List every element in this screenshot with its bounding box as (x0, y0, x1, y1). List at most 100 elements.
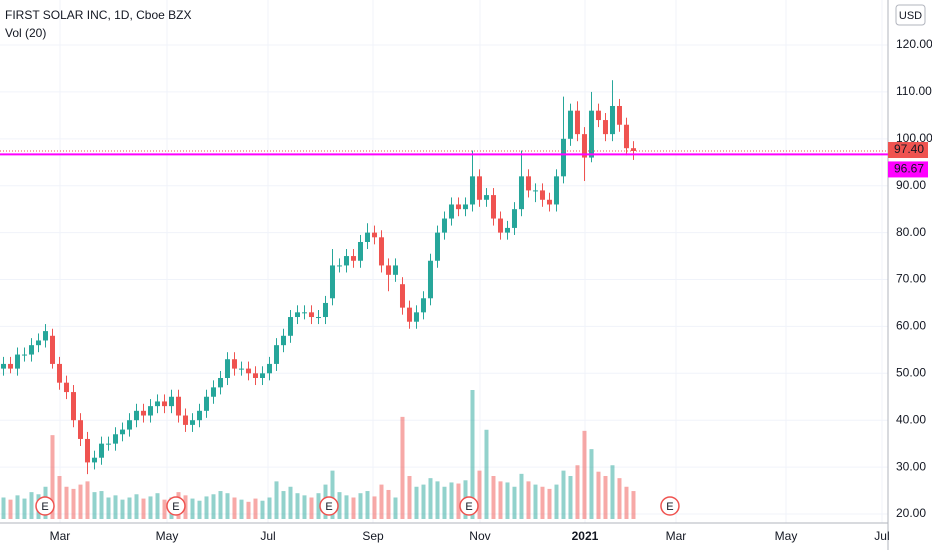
volume-bar (470, 390, 475, 519)
candle-body (406, 307, 412, 322)
candle-body (315, 317, 321, 319)
volume-bar (568, 476, 573, 519)
volume-bar (78, 484, 83, 519)
candle-body (546, 199, 552, 205)
earnings-marker (166, 496, 186, 516)
candle-body (378, 237, 384, 266)
candle-body (434, 232, 440, 261)
volume-bar (127, 497, 132, 519)
volume-bar (57, 476, 62, 519)
candle-body (14, 354, 20, 369)
candle-body (119, 429, 125, 435)
x-tick-label: Mar (50, 529, 71, 543)
volume-bar (302, 495, 307, 519)
candle-body (252, 373, 258, 378)
candle-body (539, 190, 545, 200)
candle-body (0, 363, 6, 369)
candle-body (280, 335, 286, 346)
candle-body (588, 110, 594, 158)
candle-body (238, 368, 244, 370)
earnings-marker (319, 496, 339, 516)
y-tick-label: 110.00 (896, 84, 932, 98)
volume-bar (603, 476, 608, 519)
volume-bar (218, 491, 223, 519)
x-tick-label: 2021 (572, 529, 599, 543)
volume-bar (155, 493, 160, 519)
candle-body (553, 176, 559, 205)
candle-body (441, 218, 447, 233)
currency-box[interactable] (895, 4, 926, 26)
candle-body (602, 120, 608, 135)
candle-body (21, 354, 27, 356)
volume-bar (561, 470, 566, 519)
candle-body (630, 148, 636, 152)
candle-body (224, 359, 230, 378)
candle-body (56, 363, 62, 383)
volume-bar (22, 498, 27, 519)
volume-bar (260, 500, 265, 519)
volume-bar (162, 499, 167, 519)
volume-bar (400, 416, 405, 519)
volume-bar (365, 491, 370, 519)
volume-bar (484, 429, 489, 519)
candle-body (525, 176, 531, 191)
candle-body (336, 265, 342, 267)
candle-body (7, 363, 13, 369)
y-tick-label: 70.00 (896, 272, 926, 286)
grid (0, 0, 888, 523)
volume-bar (190, 498, 195, 519)
volume-bar (554, 484, 559, 519)
volume-bar (253, 498, 258, 519)
volume-bar (358, 493, 363, 519)
candle-body (483, 195, 489, 200)
candle-body (322, 302, 328, 318)
volume-bar (134, 494, 139, 519)
volume-bar (407, 476, 412, 519)
candle-body (595, 110, 601, 121)
candle-body (469, 176, 475, 205)
line-price-box (888, 161, 928, 178)
candle-body (231, 359, 237, 369)
volume-bar (246, 501, 251, 519)
candle-body (294, 312, 300, 318)
y-tick-label: 120.00 (896, 37, 932, 51)
volume-bar (477, 470, 482, 519)
volume-bar (8, 499, 13, 519)
candle-body (266, 363, 272, 374)
x-tick-label: Nov (469, 529, 490, 543)
volume-bar (372, 496, 377, 519)
candle-body (77, 420, 83, 439)
overlay-layer: 97.40 96.67 E E E E E (0, 142, 928, 516)
y-tick-label: 90.00 (896, 178, 926, 192)
volume-bar (113, 495, 118, 519)
y-tick-label: 80.00 (896, 225, 926, 239)
volume-bar (505, 482, 510, 519)
volume-bar (435, 481, 440, 519)
candle-body (189, 420, 195, 425)
candle-body (476, 176, 482, 200)
candle-body (497, 218, 503, 233)
candle-body (182, 415, 188, 425)
x-tick-label: Mar (666, 529, 687, 543)
volume-bar (197, 500, 202, 519)
y-tick-label: 60.00 (896, 319, 926, 333)
candle-body (154, 401, 160, 407)
candle-body (259, 373, 265, 378)
candle-body (196, 410, 202, 421)
candle-body (567, 110, 573, 139)
candle-body (511, 209, 517, 228)
y-tick-label: 40.00 (896, 412, 926, 426)
candle-body (301, 312, 307, 314)
candle-body (581, 134, 587, 158)
volume-bar (512, 486, 517, 519)
candle-body (518, 176, 524, 210)
volume-bar (50, 435, 55, 519)
candle-body (140, 410, 146, 416)
volume-bar (428, 478, 433, 519)
candle-body (462, 204, 468, 210)
currency[interactable]: USD (899, 10, 922, 22)
candle-body (490, 195, 496, 219)
y-tick-label: 30.00 (896, 459, 926, 473)
volume-bar (617, 478, 622, 519)
candle-body (392, 265, 398, 275)
